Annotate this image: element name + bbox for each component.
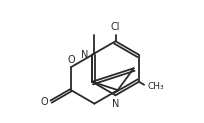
Text: N: N [112,99,119,109]
Text: O: O [41,97,48,107]
Text: CH₃: CH₃ [147,82,164,91]
Text: O: O [67,55,75,65]
Text: N: N [81,50,89,60]
Text: Cl: Cl [111,22,120,32]
